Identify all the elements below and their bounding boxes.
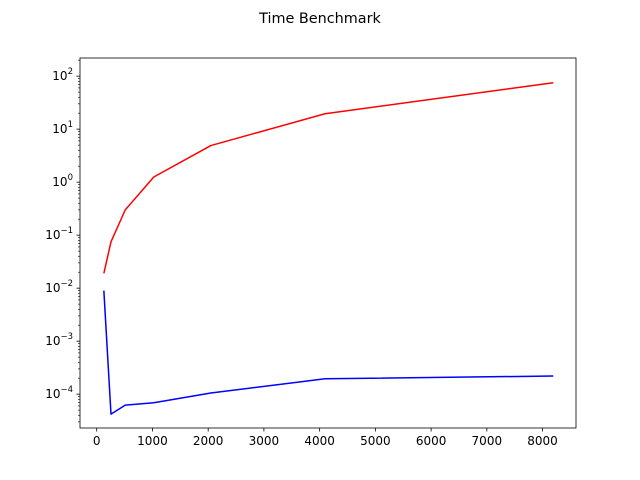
x-tick-label: 1000: [137, 434, 168, 448]
y-tick-label: 102: [52, 67, 73, 83]
x-tick-label: 8000: [527, 434, 558, 448]
plot-area: [80, 58, 576, 428]
series-line-0: [103, 82, 554, 274]
plot-frame: [79, 57, 577, 429]
x-tick-label: 6000: [416, 434, 447, 448]
x-tick-label: 2000: [193, 434, 224, 448]
axes-layer: 0 1000 2000 3000 4000 5000 6000 7000 8000 10−4 10−…: [45, 59, 558, 448]
y-tick-label: 10−3: [45, 332, 73, 348]
y-tick-label: 101: [52, 120, 73, 136]
series-line-1: [103, 290, 554, 415]
x-tick-label: 7000: [472, 434, 503, 448]
x-tick-label: 4000: [304, 434, 335, 448]
y-tick-label: 100: [52, 173, 73, 189]
y-tick-label: 10−1: [45, 226, 73, 242]
x-tick-label: 5000: [360, 434, 391, 448]
y-tick-label: 10−4: [45, 385, 73, 401]
x-tick-label: 3000: [249, 434, 280, 448]
x-tick-label: 0: [93, 434, 101, 448]
series-layer: [103, 82, 554, 415]
chart-title: Time Benchmark: [258, 11, 381, 27]
y-tick-label: 10−2: [45, 279, 73, 295]
